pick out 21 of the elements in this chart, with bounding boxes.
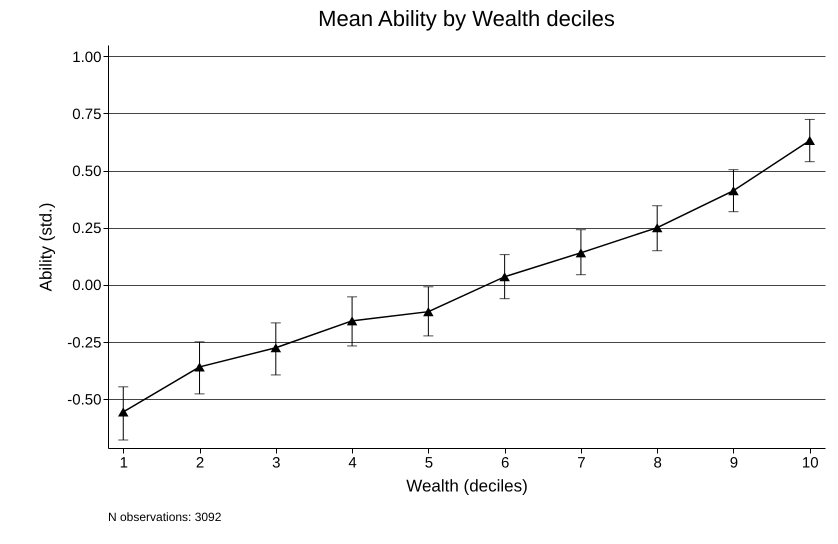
x-axis-title: Wealth (deciles) bbox=[406, 476, 528, 496]
x-tick-label: 4 bbox=[348, 454, 357, 472]
x-tick-label: 8 bbox=[654, 454, 662, 472]
y-tick-label: 0.00 bbox=[72, 277, 102, 294]
x-tick-label: 3 bbox=[272, 454, 280, 472]
x-tick-label: 2 bbox=[196, 454, 204, 472]
x-tick-label: 9 bbox=[730, 454, 738, 472]
y-tick-label: 0.75 bbox=[72, 106, 102, 123]
y-axis-title: Ability (std.) bbox=[36, 202, 56, 292]
x-tick-label: 7 bbox=[577, 454, 586, 472]
y-tick-label: -0.50 bbox=[67, 391, 102, 408]
y-tick-label: 0.50 bbox=[72, 163, 102, 180]
chart-title: Mean Ability by Wealth deciles bbox=[318, 6, 615, 31]
y-tick-label: 1.00 bbox=[72, 48, 102, 66]
text: N observations: 3092 bbox=[108, 510, 222, 524]
x-tick-label: 1 bbox=[120, 454, 128, 472]
x-tick-label: 6 bbox=[500, 454, 510, 472]
x-tick-label: 5 bbox=[424, 454, 434, 472]
y-tick-label: 0.25 bbox=[72, 220, 102, 238]
y-tick-label: -0.25 bbox=[67, 334, 102, 352]
x-tick-label: 10 bbox=[802, 454, 819, 472]
